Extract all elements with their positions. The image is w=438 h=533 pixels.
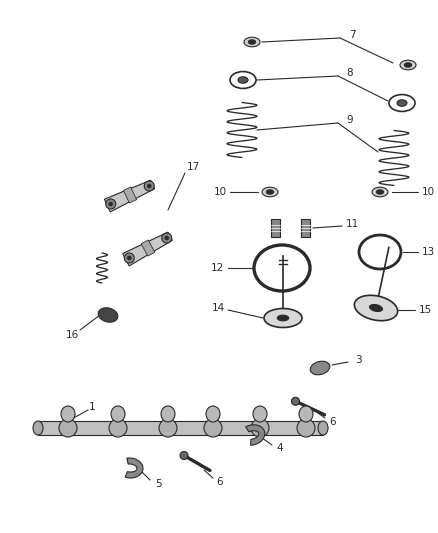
Circle shape	[165, 236, 169, 240]
Polygon shape	[141, 240, 155, 256]
Ellipse shape	[354, 295, 398, 321]
Text: 4: 4	[277, 443, 283, 453]
Ellipse shape	[159, 419, 177, 437]
Ellipse shape	[297, 419, 315, 437]
Ellipse shape	[370, 304, 382, 311]
Bar	[271, 219, 279, 237]
Polygon shape	[124, 187, 137, 203]
Ellipse shape	[238, 77, 248, 83]
Circle shape	[180, 451, 188, 459]
Ellipse shape	[98, 308, 118, 322]
Ellipse shape	[161, 406, 175, 422]
Ellipse shape	[59, 419, 77, 437]
Ellipse shape	[299, 406, 313, 422]
Ellipse shape	[310, 361, 330, 375]
Ellipse shape	[372, 187, 388, 197]
Circle shape	[147, 184, 151, 188]
Ellipse shape	[318, 421, 328, 435]
Ellipse shape	[400, 60, 416, 70]
Ellipse shape	[61, 406, 75, 422]
Text: 9: 9	[347, 115, 353, 125]
Text: 1: 1	[88, 402, 95, 412]
Ellipse shape	[253, 406, 267, 422]
Circle shape	[106, 199, 116, 209]
Text: 3: 3	[355, 355, 361, 365]
Circle shape	[162, 233, 172, 243]
Circle shape	[109, 202, 113, 206]
Text: 5: 5	[155, 479, 161, 489]
Bar	[38, 421, 323, 435]
Ellipse shape	[251, 419, 269, 437]
Ellipse shape	[206, 406, 220, 422]
Circle shape	[127, 256, 131, 260]
Polygon shape	[246, 425, 265, 445]
Text: 10: 10	[421, 187, 434, 197]
Text: 11: 11	[346, 219, 359, 229]
Text: 7: 7	[349, 30, 355, 40]
Ellipse shape	[111, 406, 125, 422]
Text: 17: 17	[187, 162, 200, 172]
Ellipse shape	[376, 190, 384, 194]
Polygon shape	[104, 180, 155, 212]
Ellipse shape	[33, 421, 43, 435]
Ellipse shape	[109, 419, 127, 437]
Text: 6: 6	[217, 477, 223, 487]
Bar	[300, 219, 310, 237]
Ellipse shape	[277, 315, 289, 321]
Text: 6: 6	[330, 417, 336, 427]
Circle shape	[124, 253, 134, 263]
Ellipse shape	[248, 40, 256, 44]
Text: 13: 13	[421, 247, 434, 257]
Text: 16: 16	[65, 330, 79, 340]
Ellipse shape	[397, 100, 407, 106]
Polygon shape	[125, 458, 143, 478]
Ellipse shape	[244, 37, 260, 47]
Text: 12: 12	[210, 263, 224, 273]
Polygon shape	[123, 232, 172, 266]
Ellipse shape	[262, 187, 278, 197]
Ellipse shape	[404, 63, 412, 67]
Ellipse shape	[266, 190, 274, 194]
Ellipse shape	[264, 309, 302, 327]
Text: 14: 14	[212, 303, 225, 313]
Circle shape	[144, 181, 154, 191]
Text: 8: 8	[347, 68, 353, 78]
Circle shape	[292, 397, 300, 405]
Ellipse shape	[204, 419, 222, 437]
Text: 15: 15	[418, 305, 431, 315]
Text: 10: 10	[213, 187, 226, 197]
